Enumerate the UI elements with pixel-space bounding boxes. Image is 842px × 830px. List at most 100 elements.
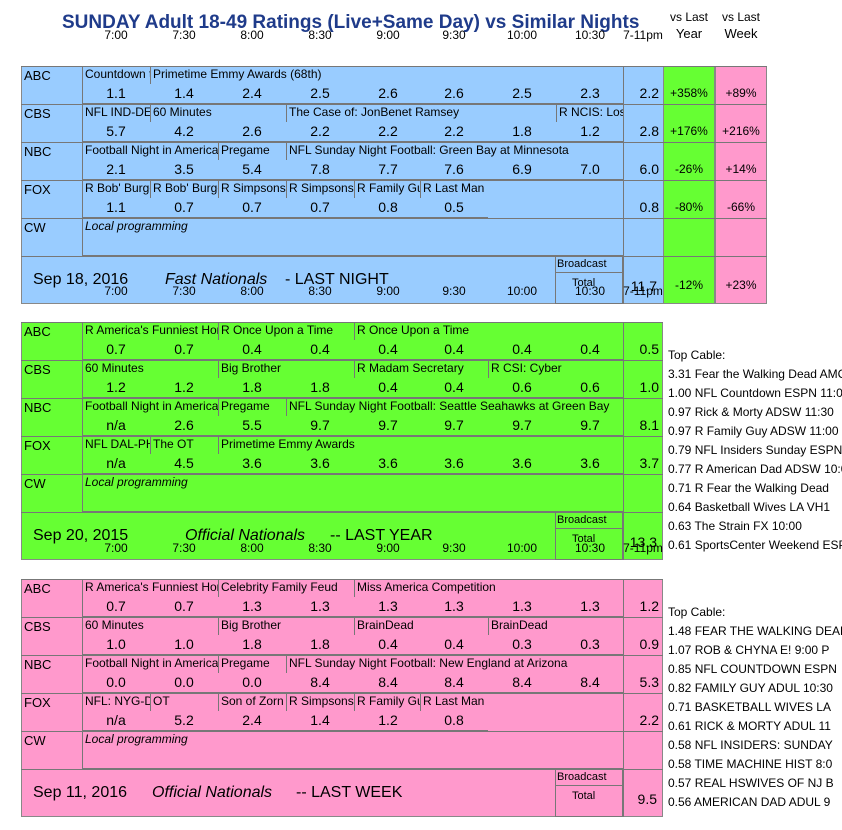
broadcast-label: Broadcast — [557, 514, 607, 526]
top-cable-title: Top Cable: — [668, 348, 726, 362]
rating-value: 0.4 — [444, 636, 464, 652]
rating-value: 1.1 — [106, 85, 126, 101]
program-divider — [150, 473, 218, 474]
vs-last-year-header: vs Last — [669, 10, 708, 24]
rating-value: 0.4 — [242, 341, 262, 357]
network-label: NBC — [24, 144, 52, 159]
program-name: OT — [150, 694, 218, 711]
rating-value: 5.4 — [242, 161, 262, 177]
program-divider — [420, 217, 488, 218]
rating-value: 0.4 — [444, 341, 464, 357]
rating-value: 9.7 — [444, 417, 464, 433]
rating-value: 1.3 — [580, 598, 600, 614]
time-slot-header: 9:30 — [442, 284, 466, 298]
network-label: CBS — [24, 619, 51, 634]
row-total: 0.8 — [639, 199, 659, 215]
broadcast-box — [555, 512, 623, 560]
grid-line — [21, 218, 767, 219]
program-divider — [286, 179, 623, 180]
rating-value: 1.2 — [378, 712, 398, 728]
program-name: R CSI: Cyber — [488, 361, 623, 378]
time-slot-header: 8:30 — [308, 28, 332, 42]
top-cable-item: 1.48 FEAR THE WALKING DEAD — [668, 624, 842, 638]
broadcast-label: Broadcast — [557, 258, 607, 270]
program-name: Local programming — [82, 475, 623, 492]
rating-value: 3.6 — [512, 455, 532, 471]
time-slot-header: 8:00 — [240, 284, 264, 298]
program-divider — [82, 255, 623, 256]
rating-value: 0.4 — [512, 341, 532, 357]
time-slot-header: 7:00 — [104, 28, 128, 42]
panel-label-italic: Fast Nationals — [165, 271, 268, 288]
ratings-panel-last-year — [21, 322, 663, 560]
vs-last-week-header: vs Last — [721, 10, 760, 24]
rating-value: 1.8 — [310, 379, 330, 395]
program-divider — [82, 511, 623, 512]
rating-value: 1.3 — [512, 598, 532, 614]
ratings-panel-last-week — [21, 579, 663, 817]
row-total: 2.2 — [639, 85, 659, 101]
program-name: R America's Funniest Home Videos — [82, 580, 218, 597]
rating-value: 9.7 — [512, 417, 532, 433]
rating-value: 0.8 — [444, 712, 464, 728]
grid-line — [21, 655, 663, 656]
rating-value: 0.7 — [174, 598, 194, 614]
network-label: ABC — [24, 68, 51, 83]
rating-value: 9.7 — [580, 417, 600, 433]
rating-value: 8.4 — [310, 674, 330, 690]
rating-value: 9.7 — [378, 417, 398, 433]
program-divider — [420, 730, 488, 731]
program-divider — [82, 397, 218, 398]
program-divider — [218, 473, 623, 474]
rating-value: 3.6 — [310, 455, 330, 471]
rating-value: 2.2 — [378, 123, 398, 139]
rating-value: 4.5 — [174, 455, 194, 471]
rating-value: 9.7 — [310, 417, 330, 433]
rating-value: 8.4 — [580, 674, 600, 690]
vs-week-value: +14% — [725, 162, 757, 176]
program-divider — [218, 359, 354, 360]
panel-date: Sep 11, 2016 — [33, 784, 128, 801]
program-name: NFL: NYG-DAL — [82, 694, 150, 711]
program-name: Football Night in America — [82, 143, 218, 160]
grid-line — [21, 693, 663, 694]
program-divider — [488, 654, 623, 655]
rating-value: 1.8 — [242, 636, 262, 652]
vs-last-year-header-2: Year — [675, 26, 703, 41]
grid-line — [21, 769, 663, 770]
program-divider — [286, 692, 623, 693]
program-name: BrainDead — [354, 618, 488, 635]
network-label: CW — [24, 733, 46, 748]
top-cable-item: 0.58 NFL INSIDERS: SUNDAY — [668, 738, 833, 752]
rating-value: 5.5 — [242, 417, 262, 433]
vs-year-value: -80% — [674, 200, 703, 214]
program-name: R Once Upon a Time — [354, 323, 623, 340]
panel-label: -- LAST WEEK — [296, 784, 403, 801]
program-divider — [286, 217, 354, 218]
rating-value: 8.4 — [444, 674, 464, 690]
program-name: Pregame — [218, 656, 286, 673]
time-slot-header: 9:00 — [376, 284, 400, 298]
rating-value: 2.4 — [242, 85, 262, 101]
vs-last-week-header-2: Week — [724, 26, 758, 41]
grid-line — [21, 579, 663, 580]
network-label: FOX — [24, 182, 51, 197]
program-divider — [150, 730, 218, 731]
network-label: CW — [24, 220, 46, 235]
network-label: FOX — [24, 695, 51, 710]
rating-value: n/a — [106, 417, 126, 433]
grid-line — [21, 66, 767, 67]
program-divider — [354, 616, 623, 617]
program-divider — [354, 654, 488, 655]
rating-value: 0.6 — [580, 379, 600, 395]
program-divider — [150, 103, 623, 104]
vs-week-value: +89% — [725, 86, 757, 100]
network-label: CBS — [24, 106, 51, 121]
program-divider — [286, 730, 354, 731]
program-divider — [286, 435, 623, 436]
top-cable-item: 0.77 R American Dad ADSW 10:00 — [668, 462, 842, 476]
top-cable-item: 0.85 NFL COUNTDOWN ESPN — [668, 662, 837, 676]
rating-value: 0.7 — [174, 341, 194, 357]
grid-line — [555, 785, 623, 786]
grid-line — [21, 474, 663, 475]
